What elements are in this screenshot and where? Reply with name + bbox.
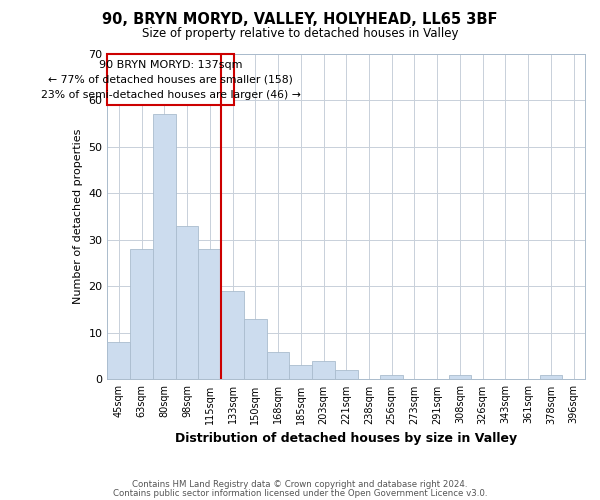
X-axis label: Distribution of detached houses by size in Valley: Distribution of detached houses by size …	[175, 432, 517, 445]
Text: 90 BRYN MORYD: 137sqm: 90 BRYN MORYD: 137sqm	[99, 60, 242, 70]
Y-axis label: Number of detached properties: Number of detached properties	[73, 129, 83, 304]
Bar	[221, 291, 244, 380]
Bar	[176, 226, 199, 380]
Text: Size of property relative to detached houses in Valley: Size of property relative to detached ho…	[142, 28, 458, 40]
Bar	[107, 342, 130, 380]
Text: 90, BRYN MORYD, VALLEY, HOLYHEAD, LL65 3BF: 90, BRYN MORYD, VALLEY, HOLYHEAD, LL65 3…	[102, 12, 498, 28]
Bar	[153, 114, 176, 380]
Bar	[335, 370, 358, 380]
Bar	[199, 250, 221, 380]
Bar	[539, 375, 562, 380]
Bar	[266, 352, 289, 380]
Bar	[107, 54, 233, 105]
Text: Contains HM Land Registry data © Crown copyright and database right 2024.: Contains HM Land Registry data © Crown c…	[132, 480, 468, 489]
Bar	[244, 319, 266, 380]
Bar	[449, 375, 472, 380]
Bar	[312, 361, 335, 380]
Bar	[380, 375, 403, 380]
Text: 23% of semi-detached houses are larger (46) →: 23% of semi-detached houses are larger (…	[41, 90, 301, 101]
Bar	[289, 366, 312, 380]
Bar	[130, 250, 153, 380]
Text: ← 77% of detached houses are smaller (158): ← 77% of detached houses are smaller (15…	[48, 75, 293, 85]
Text: Contains public sector information licensed under the Open Government Licence v3: Contains public sector information licen…	[113, 488, 487, 498]
